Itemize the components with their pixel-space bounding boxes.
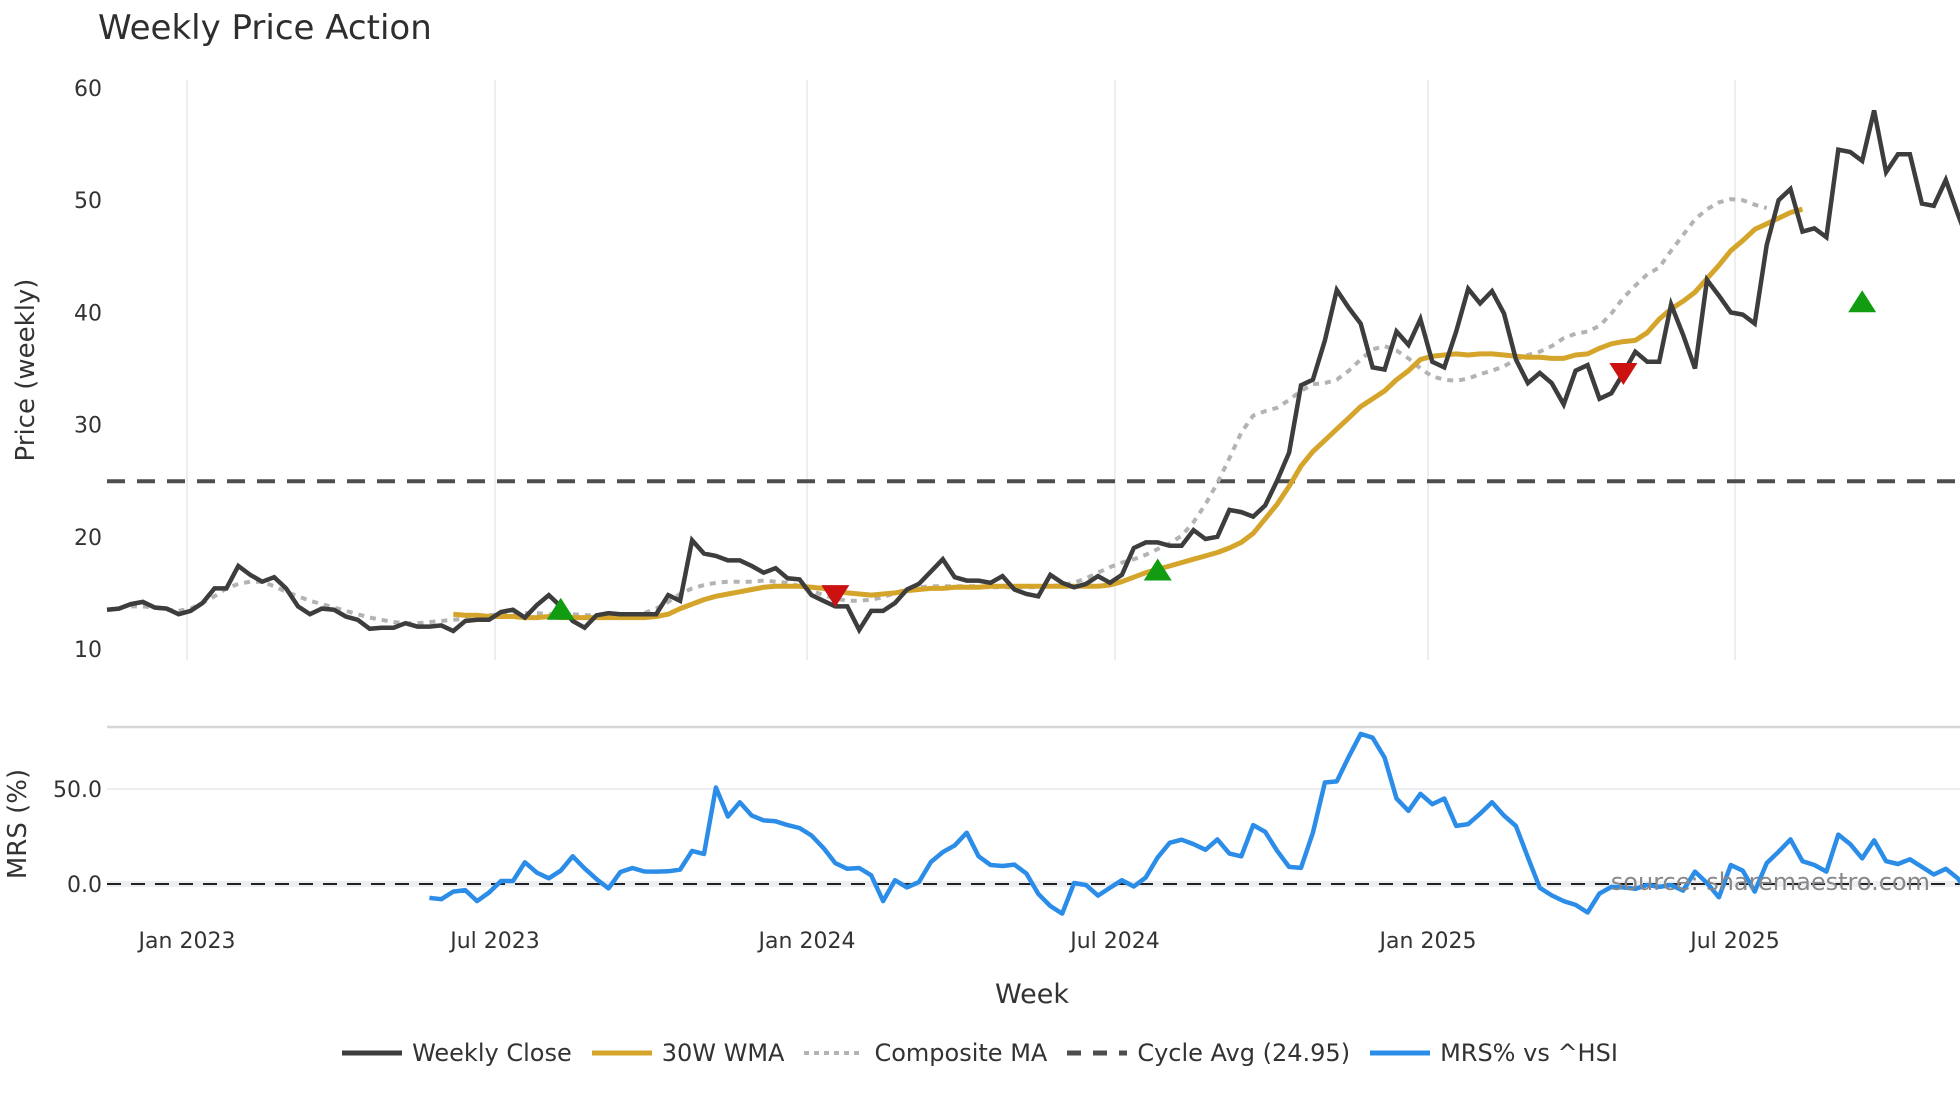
mrs-line — [429, 731, 1960, 916]
x-tick-label: Jan 2023 — [137, 929, 236, 954]
buy-signal-marker — [1848, 290, 1877, 313]
sell-signal-marker — [1609, 362, 1638, 385]
legend-item[interactable]: Weekly Close — [342, 1039, 572, 1067]
legend-label: Cycle Avg (24.95) — [1137, 1039, 1351, 1067]
legend-label: Composite MA — [874, 1039, 1048, 1067]
price-y-axis: 10 20 30 40 50 60 — [74, 77, 102, 663]
price-tick-label: 40 — [74, 301, 102, 326]
source-watermark: source: sharemaestro.com — [1611, 868, 1930, 896]
x-tick-label: Jul 2024 — [1068, 929, 1160, 954]
x-axis-title: Week — [995, 979, 1069, 1010]
buy-signal-marker — [1143, 558, 1172, 581]
legend-label: MRS% vs ^HSI — [1440, 1039, 1618, 1067]
mrs-tick-label: 0.0 — [67, 873, 102, 898]
legend-item[interactable]: 30W WMA — [591, 1039, 785, 1067]
sell-signal-marker — [821, 585, 850, 608]
legend-swatch-icon — [1370, 1046, 1431, 1060]
price-tick-label: 10 — [74, 638, 102, 663]
x-tick-label: Jul 2025 — [1688, 929, 1780, 954]
legend-swatch-icon — [804, 1046, 865, 1060]
legend-swatch-icon — [342, 1046, 403, 1060]
series-layer — [106, 109, 1960, 916]
price-tick-label: 30 — [74, 414, 102, 439]
legend-label: Weekly Close — [412, 1039, 572, 1067]
mrs-y-axis-title: MRS (%) — [3, 769, 33, 879]
legend-item[interactable]: MRS% vs ^HSI — [1370, 1039, 1618, 1067]
price-tick-label: 50 — [74, 189, 102, 214]
price-tick-label: 60 — [74, 77, 102, 102]
x-axis: Jan 2023 Jul 2023 Jan 2024 Jul 2024 Jan 2025… — [137, 929, 1780, 954]
legend: Weekly Close 30W WMA Composite MA Cycle Avg… — [0, 1036, 1960, 1070]
buy-signal-marker — [546, 597, 575, 620]
mrs-y-axis: 0.0 50.0 — [53, 778, 102, 898]
price-tick-label: 20 — [74, 526, 102, 551]
price-y-axis-title: Price (weekly) — [11, 279, 41, 462]
composite-ma-line — [130, 197, 1768, 626]
x-tick-label: Jul 2023 — [448, 929, 540, 954]
x-tick-label: Jan 2024 — [757, 929, 856, 954]
legend-label: 30W WMA — [661, 1039, 785, 1067]
wma-line — [453, 206, 1804, 621]
signal-markers — [546, 290, 1877, 620]
chart-title: Weekly Price Action — [98, 8, 432, 48]
weekly-close-line — [106, 109, 1960, 635]
mrs-tick-label: 50.0 — [53, 778, 102, 803]
legend-item[interactable]: Cycle Avg (24.95) — [1067, 1039, 1350, 1067]
x-tick-label: Jan 2025 — [1378, 929, 1477, 954]
legend-item[interactable]: Composite MA — [804, 1039, 1047, 1067]
legend-swatch-icon — [591, 1046, 652, 1060]
legend-swatch-icon — [1067, 1046, 1128, 1060]
